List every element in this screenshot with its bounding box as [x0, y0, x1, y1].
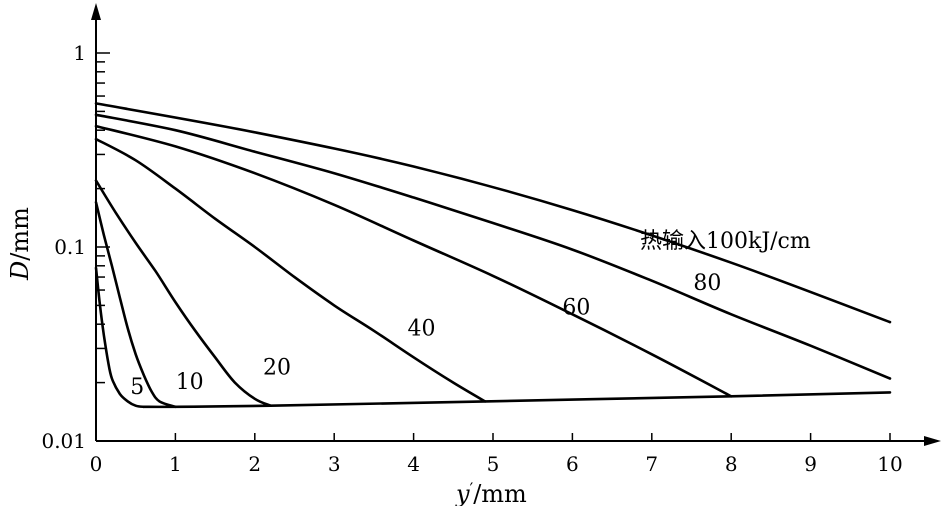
x-tick-label: 10: [877, 452, 902, 476]
x-axis-arrow: [924, 436, 941, 446]
x-tick-label: 0: [90, 452, 103, 476]
y-tick-label: 0.01: [41, 429, 86, 453]
curve-label: 80: [693, 271, 721, 296]
curve-80: [94, 113, 892, 380]
x-tick-label: 6: [566, 452, 579, 476]
curves: [94, 102, 892, 409]
x-tick-label: 9: [804, 452, 817, 476]
curve-20: [94, 179, 272, 407]
curve-100: [94, 102, 892, 324]
heat-input-annotation: 热输入100kJ/cm: [640, 229, 811, 254]
curve-label: 60: [562, 295, 590, 320]
x-axis-label-unit: /mm: [473, 480, 527, 506]
curve-60: [94, 124, 733, 398]
y-axis-label-unit: /mm: [6, 207, 34, 261]
y-axis-label: D/mm: [6, 207, 34, 281]
curve-label: 10: [176, 370, 204, 395]
x-tick-label: 4: [407, 452, 420, 476]
labels: 5 10 20 40 60 80: [130, 271, 721, 400]
curve-label: 5: [130, 375, 144, 400]
y-axis-arrow: [91, 3, 101, 20]
x-tick-label: 8: [725, 452, 738, 476]
y-tick-label: 1: [73, 41, 86, 65]
baseline-curve: [142, 391, 892, 409]
curve-10: [94, 201, 177, 409]
x-tick-label: 3: [328, 452, 341, 476]
x-axis-label: y′/mm: [455, 479, 527, 506]
curve-40: [94, 137, 487, 403]
curve-5: [94, 266, 145, 409]
y-axis-label-symbol: D: [6, 261, 34, 281]
x-axis-label-symbol: y: [455, 480, 470, 506]
y-tick-label: 0.1: [54, 235, 86, 259]
x-axis-label-prime: ′: [470, 479, 474, 498]
axes: 0 1 2 3 4 5 6 7 8 9 10 0.01 0.1 1: [41, 3, 941, 476]
x-tick-label: 1: [169, 452, 182, 476]
x-tick-label: 5: [487, 452, 500, 476]
x-tick-label: 2: [248, 452, 261, 476]
curve-label: 20: [263, 356, 291, 381]
x-tick-label: 7: [645, 452, 658, 476]
curve-label: 40: [408, 316, 436, 341]
